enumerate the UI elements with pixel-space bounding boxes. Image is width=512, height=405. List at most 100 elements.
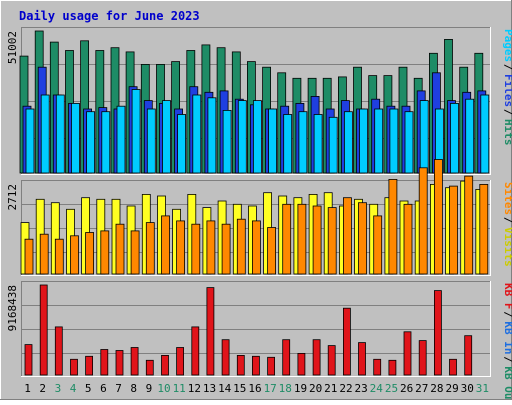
bar-kbytes-kb-f-day-23 [358, 342, 366, 376]
panel-kbytes-legend-kb-out: KB Out [502, 366, 512, 400]
bar-kbytes-kb-f-day-29 [449, 358, 457, 376]
bar-kbytes-kb-f-day-30 [464, 335, 473, 376]
bar-visits-sites-day-3 [54, 238, 64, 275]
x-tick-label-day-6: 6 [100, 382, 107, 395]
bar-visits-sites-day-10 [161, 215, 170, 275]
panel-kbytes-legend-separator: / [502, 311, 512, 318]
bar-hits-pages-day-23 [359, 108, 368, 174]
bar-visits-sites-day-6 [100, 230, 110, 275]
bar-visits-sites-day-15 [236, 218, 246, 275]
bar-visits-sites-day-29 [449, 185, 458, 275]
x-tick-label-day-20: 20 [309, 382, 322, 395]
bar-hits-pages-day-6 [101, 111, 111, 174]
x-tick-label-day-9: 9 [146, 382, 153, 395]
x-tick-label-day-2: 2 [39, 382, 46, 395]
x-tick-label-day-18: 18 [279, 382, 292, 395]
x-tick-label-day-24: 24 [370, 382, 384, 395]
x-tick-label-day-26: 26 [400, 382, 413, 395]
bar-kbytes-kb-f-day-6 [100, 349, 109, 376]
bar-hits-pages-day-22 [343, 111, 353, 174]
bar-kbytes-kb-f-day-28 [433, 290, 442, 376]
x-tick-label-day-19: 19 [294, 382, 307, 395]
x-tick-label-day-21: 21 [324, 382, 337, 395]
bar-hits-pages-day-8 [131, 89, 141, 174]
x-tick-label-day-3: 3 [55, 382, 62, 395]
bar-hits-pages-day-30 [465, 98, 475, 174]
bar-visits-sites-day-23 [358, 202, 367, 275]
panel-visits-ymax-label: 2712 [6, 184, 19, 211]
x-tick-label-day-29: 29 [445, 382, 458, 395]
bar-kbytes-kb-f-day-25 [388, 359, 397, 376]
bar-kbytes-kb-f-day-27 [418, 340, 427, 376]
bar-kbytes-kb-f-day-15 [236, 354, 245, 376]
bar-kbytes-kb-f-day-24 [373, 358, 382, 376]
x-tick-label-day-22: 22 [339, 382, 352, 395]
bar-hits-pages-day-25 [389, 108, 399, 174]
panel-visits-legend-separator: / [502, 217, 512, 224]
x-tick-label-day-17: 17 [264, 382, 277, 395]
panel-hits-legend-separator: / [502, 64, 512, 71]
bar-visits-sites-day-21 [327, 207, 337, 275]
bar-hits-pages-day-16 [252, 100, 262, 174]
x-tick-label-day-28: 28 [430, 382, 443, 395]
x-tick-label-day-27: 27 [415, 382, 428, 395]
bar-hits-pages-day-14 [222, 110, 232, 174]
bar-visits-sites-day-4 [70, 235, 79, 275]
bar-hits-pages-day-5 [86, 111, 95, 174]
bar-hits-pages-day-17 [268, 108, 278, 174]
panel-hits-legend-pages: Pages [502, 29, 512, 62]
bar-visits-sites-day-22 [342, 197, 352, 275]
x-tick-label-day-5: 5 [85, 382, 92, 395]
bar-visits-sites-day-14 [221, 223, 231, 275]
bar-visits-sites-day-31 [479, 183, 489, 275]
bar-kbytes-kb-f-day-16 [251, 355, 260, 376]
panel-hits-ymax-label: 51002 [6, 31, 19, 64]
bar-kbytes-kb-f-day-18 [282, 339, 291, 376]
bar-hits-pages-day-20 [313, 114, 323, 174]
panel-kbytes-ymax-label: 9168438 [6, 285, 19, 331]
bar-hits-pages-day-15 [237, 100, 247, 174]
bar-kbytes-kb-f-day-19 [297, 352, 306, 376]
panel-kbytes-legend-separator: / [502, 356, 512, 363]
bar-visits-sites-day-1 [24, 238, 34, 275]
panel-visits-legend-visits: Visits [502, 227, 512, 267]
bar-hits-pages-day-18 [283, 114, 293, 174]
panel-hits-legend-files: Files [502, 74, 512, 107]
x-tick-label-day-15: 15 [233, 382, 246, 395]
bar-hits-pages-day-29 [450, 103, 459, 174]
bar-visits-sites-day-12 [191, 223, 201, 275]
bar-hits-pages-day-21 [328, 116, 338, 174]
x-tick-label-day-25: 25 [385, 382, 398, 395]
bar-hits-pages-day-3 [55, 94, 65, 174]
bar-hits-pages-day-31 [480, 94, 490, 174]
bar-kbytes-kb-f-day-3 [54, 326, 63, 376]
bar-kbytes-kb-f-day-8 [130, 347, 139, 376]
x-tick-label-day-12: 12 [188, 382, 201, 395]
panel-visits-legend-sites: Sites [502, 182, 512, 215]
x-tick-label-day-10: 10 [157, 382, 170, 395]
bar-hits-pages-day-10 [162, 100, 171, 174]
bar-visits-sites-day-8 [130, 230, 140, 275]
panel-kbytes-legend-kb-in: KB In [502, 321, 512, 354]
bar-visits-sites-day-2 [39, 233, 49, 275]
bar-visits-sites-day-13 [206, 220, 216, 275]
bar-hits-pages-day-2 [40, 94, 50, 174]
x-tick-label-day-14: 14 [218, 382, 232, 395]
bar-visits-sites-day-11 [176, 220, 186, 275]
bar-hits-pages-day-7 [116, 105, 126, 174]
bar-hits-pages-day-9 [146, 108, 156, 174]
bar-visits-sites-day-18 [282, 203, 292, 275]
x-tick-label-day-31: 31 [476, 382, 489, 395]
bar-kbytes-kb-f-day-20 [312, 339, 321, 376]
bar-kbytes-kb-f-day-11 [176, 347, 185, 376]
bar-kbytes-kb-f-day-5 [85, 355, 93, 376]
panel-hits-legend-hits: Hits [502, 119, 512, 146]
bar-hits-pages-day-1 [25, 108, 35, 174]
bar-visits-sites-day-17 [267, 227, 277, 275]
bar-hits-pages-day-27 [419, 100, 429, 174]
panel-hits-legend-separator: / [502, 109, 512, 116]
bar-visits-sites-day-26 [403, 203, 413, 275]
bar-visits-sites-day-30 [464, 175, 474, 275]
x-tick-label-day-7: 7 [115, 382, 122, 395]
